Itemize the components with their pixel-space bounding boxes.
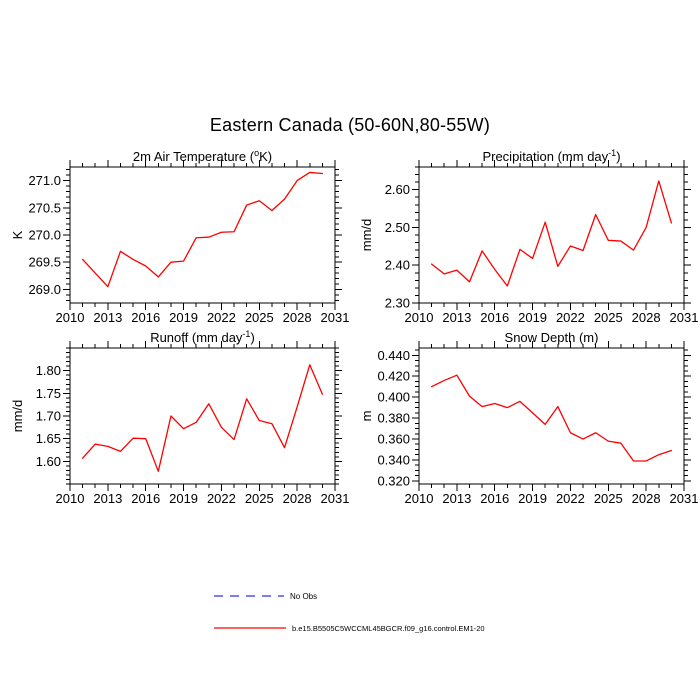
runoff-y-axis-label: mm/d — [10, 400, 25, 433]
svg-text:2016: 2016 — [480, 310, 509, 325]
svg-text:2028: 2028 — [283, 310, 312, 325]
svg-text:270.5: 270.5 — [28, 200, 61, 215]
svg-text:2019: 2019 — [169, 491, 198, 506]
svg-text:270.0: 270.0 — [28, 228, 61, 243]
svg-text:2019: 2019 — [169, 310, 198, 325]
svg-text:2028: 2028 — [632, 310, 661, 325]
svg-text:2010: 2010 — [405, 491, 434, 506]
svg-text:1.75: 1.75 — [36, 386, 61, 401]
svg-text:2025: 2025 — [594, 491, 623, 506]
runoff-plot: 2010 2013 2016 2019 2022 2025 2028 2031 1.60 1.65… — [10, 329, 349, 506]
svg-text:2.60: 2.60 — [385, 182, 410, 197]
svg-text:0.380: 0.380 — [377, 411, 410, 426]
svg-text:1.65: 1.65 — [36, 431, 61, 446]
svg-text:0.320: 0.320 — [377, 473, 410, 488]
svg-text:2.50: 2.50 — [385, 220, 410, 235]
air-temperature-plot: 2010 2013 2016 2019 2022 2025 2028 2031269.0269… — [10, 148, 349, 325]
precipitation-plot: 2010 2013 2016 2019 2022 2025 2028 2031 2.30 2.40… — [359, 148, 698, 325]
air-temperature-title: 2m Air Temperature (oK) — [133, 148, 272, 164]
svg-text:0.400: 0.400 — [377, 390, 410, 405]
runoff-y-tick-labels: 1.60 1.65 1.70 1.75 1.80 — [36, 363, 61, 469]
svg-text:2016: 2016 — [131, 310, 160, 325]
svg-text:2013: 2013 — [442, 310, 471, 325]
svg-text:2022: 2022 — [556, 491, 585, 506]
svg-text:2016: 2016 — [131, 491, 160, 506]
snow-depth-x-tick-labels: 2010 2013 2016 2019 2022 2025 2028 2031 — [405, 491, 699, 506]
snow-depth-title: Snow Depth (m) — [505, 330, 599, 345]
svg-text:1.80: 1.80 — [36, 363, 61, 378]
svg-text:2025: 2025 — [594, 310, 623, 325]
air-temperature-series-line — [81, 171, 324, 288]
snow-depth-y-tick-labels: 0.320 0.340 0.360 0.380 0.400 0.420 0.440 — [377, 348, 410, 489]
svg-text:2022: 2022 — [207, 491, 236, 506]
precipitation-plot-frame — [418, 166, 685, 304]
legend-label-no-obs: No Obs — [290, 591, 318, 601]
runoff-title: Runoff (mm day-1) — [150, 329, 255, 345]
svg-text:2031: 2031 — [321, 310, 350, 325]
svg-text:271.0: 271.0 — [28, 173, 61, 188]
runoff-x-tick-labels: 2010 2013 2016 2019 2022 2025 2028 2031 — [56, 491, 350, 506]
svg-text:0.440: 0.440 — [377, 348, 410, 363]
snow-depth-y-axis-label: m — [359, 411, 374, 422]
legend-label-model-run: b.e15.B5505C5WCCML45BGCR.f09_g16.control… — [292, 623, 485, 633]
page-title: Eastern Canada (50-60N,80-55W) — [209, 115, 491, 135]
runoff-series-line — [81, 364, 324, 472]
model-run-line-swatch — [214, 627, 286, 629]
svg-text:269.0: 269.0 — [28, 282, 61, 297]
svg-text:2025: 2025 — [245, 491, 274, 506]
svg-text:269.5: 269.5 — [28, 255, 61, 270]
svg-text:2013: 2013 — [442, 491, 471, 506]
svg-text:2019: 2019 — [518, 310, 547, 325]
air-temperature-x-tick-labels: 2010 2013 2016 2019 2022 2025 2028 2031 — [56, 310, 350, 325]
svg-text:2019: 2019 — [518, 491, 547, 506]
svg-text:2022: 2022 — [207, 310, 236, 325]
svg-text:2022: 2022 — [556, 310, 585, 325]
svg-text:2010: 2010 — [56, 491, 85, 506]
svg-text:1.70: 1.70 — [36, 409, 61, 424]
air-temperature-axis-ticks — [63, 160, 342, 310]
svg-text:2010: 2010 — [405, 310, 434, 325]
precipitation-series-line — [430, 180, 673, 287]
snow-depth-plot: 2010 2013 2016 2019 2022 2025 2028 20310.3200.3… — [359, 330, 698, 506]
svg-text:2013: 2013 — [93, 310, 122, 325]
precipitation-x-tick-labels: 2010 2013 2016 2019 2022 2025 2028 2031 — [405, 310, 699, 325]
svg-text:2016: 2016 — [480, 491, 509, 506]
precipitation-y-tick-labels: 2.30 2.40 2.50 2.60 — [385, 182, 410, 310]
svg-text:0.360: 0.360 — [377, 432, 410, 447]
precipitation-axis-ticks — [412, 160, 691, 310]
runoff-axis-ticks — [63, 341, 342, 491]
air-temperature-y-axis-label: K — [10, 230, 25, 239]
runoff-plot-frame — [69, 347, 336, 485]
legend-item-no-obs: No Obs — [213, 590, 317, 602]
snow-depth-axis-ticks — [412, 341, 691, 491]
precipitation-y-axis-label: mm/d — [359, 219, 374, 252]
svg-text:0.420: 0.420 — [377, 369, 410, 384]
air-temperature-y-tick-labels: 269.0 269.5 270.0 270.5 271.0 — [28, 173, 61, 297]
svg-text:2013: 2013 — [93, 491, 122, 506]
legend-item-model-run: b.e15.B5505C5WCCML45BGCR.f09_g16.control… — [213, 622, 485, 634]
svg-text:2031: 2031 — [670, 310, 699, 325]
svg-text:2025: 2025 — [245, 310, 274, 325]
svg-text:2031: 2031 — [321, 491, 350, 506]
svg-text:2028: 2028 — [632, 491, 661, 506]
precipitation-title: Precipitation (mm day-1) — [482, 148, 620, 164]
svg-text:2010: 2010 — [56, 310, 85, 325]
svg-text:2.30: 2.30 — [385, 296, 410, 311]
svg-text:0.340: 0.340 — [377, 452, 410, 467]
snow-depth-plot-frame — [418, 347, 685, 485]
snow-depth-series-line — [430, 374, 673, 462]
svg-text:2.40: 2.40 — [385, 258, 410, 273]
svg-text:2031: 2031 — [670, 491, 699, 506]
svg-text:1.60: 1.60 — [36, 454, 61, 469]
no-obs-dashed-line-swatch — [214, 595, 284, 597]
svg-text:2028: 2028 — [283, 491, 312, 506]
